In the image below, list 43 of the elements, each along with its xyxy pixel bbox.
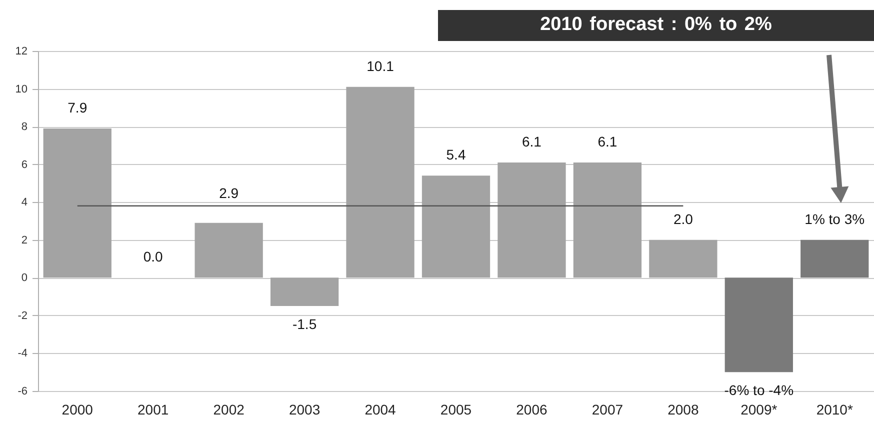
y-tick-label: 12	[15, 46, 28, 58]
text: 2010 forecast : 0% to 2%	[438, 10, 874, 41]
data-label: 0.0	[143, 248, 164, 265]
data-label: 2.9	[219, 184, 239, 201]
bar	[649, 240, 718, 278]
bar	[194, 222, 263, 278]
data-label: 7.9	[68, 99, 88, 116]
x-tick-label: 2005	[440, 402, 472, 418]
y-tick-label: -4	[18, 348, 28, 360]
bar	[43, 128, 112, 278]
x-tick-label: 2008	[668, 402, 699, 418]
data-label: 10.1	[366, 58, 394, 74]
y-tick-label: 10	[15, 83, 28, 96]
bar	[270, 278, 339, 306]
bar	[346, 86, 414, 278]
x-tick-label: 2003	[288, 402, 320, 418]
y-tick-label: 2	[21, 234, 28, 246]
x-tick-label: 2007	[592, 402, 624, 418]
x-tick-label: 2002	[213, 402, 245, 418]
bar	[800, 240, 869, 278]
data-label: 2.0	[673, 210, 694, 227]
bar	[724, 278, 793, 372]
data-label: 6.1	[598, 133, 618, 150]
data-label: -1.5	[292, 316, 317, 332]
bar	[498, 162, 566, 278]
bar	[573, 162, 642, 278]
x-tick-label: 2006	[516, 402, 548, 418]
y-tick-label: 4	[21, 196, 28, 209]
y-tick-label: 8	[21, 121, 28, 134]
x-tick-label: 2000	[62, 402, 94, 418]
annotation: 1% to 3%	[804, 210, 865, 227]
x-tick-label: 2004	[364, 402, 396, 418]
annotation: -6% to -4%	[724, 382, 794, 398]
y-tick-label: -2	[18, 310, 28, 322]
y-tick-label: 6	[21, 158, 28, 171]
x-tick-label: 2001	[138, 402, 169, 418]
y-tick-label: -6	[18, 386, 28, 398]
data-label: 5.4	[446, 146, 466, 163]
x-tick-label: 2009*	[740, 402, 778, 418]
x-tick-label: 2010*	[816, 402, 854, 418]
y-tick-label: 0	[21, 272, 28, 284]
data-label: 6.1	[522, 133, 542, 150]
bar	[422, 176, 490, 278]
